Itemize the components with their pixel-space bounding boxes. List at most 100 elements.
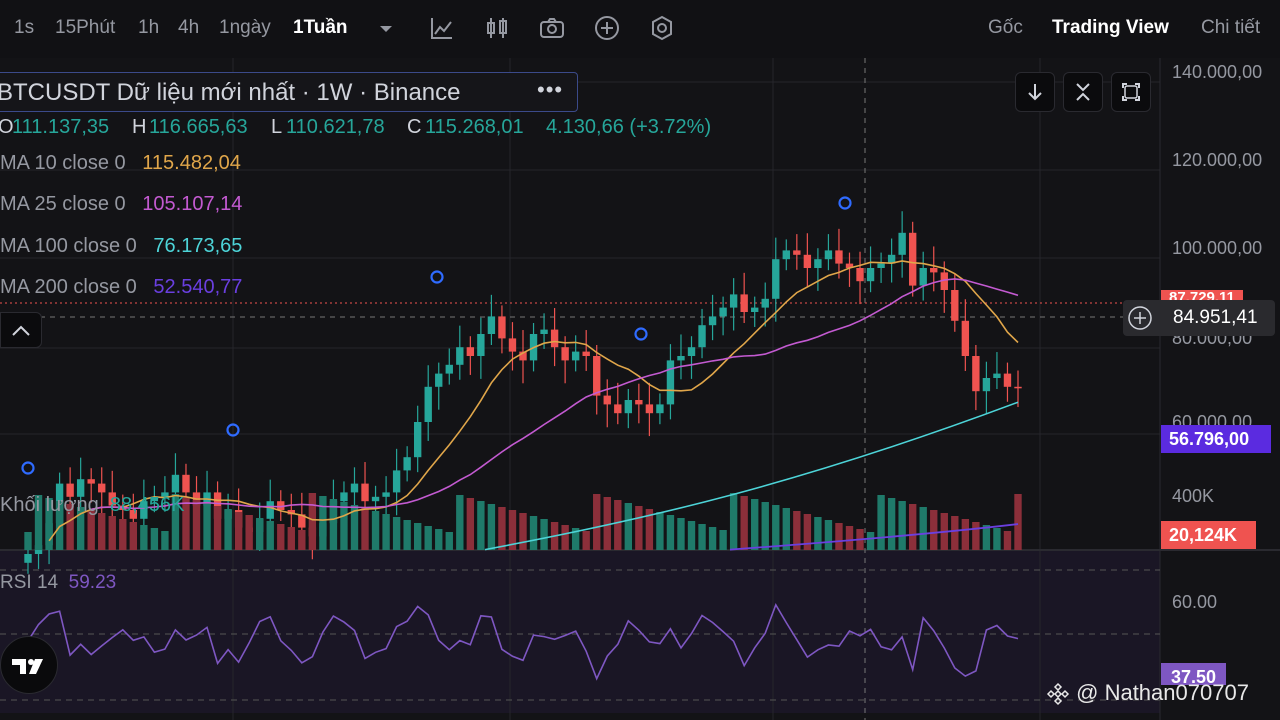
volume-bar xyxy=(561,525,569,550)
candle-body xyxy=(877,263,885,268)
ma200-line xyxy=(729,523,1019,551)
ma200-price-tag: 56.796,00 xyxy=(1161,425,1271,453)
ma200-legend[interactable]: MA 200 close 0 52.540,77 xyxy=(0,276,243,298)
add-alert-icon[interactable] xyxy=(1127,305,1153,331)
candle-body xyxy=(150,496,159,502)
volume-bar xyxy=(761,502,769,550)
timeframe-4h[interactable]: 4h xyxy=(178,17,200,38)
rsi-legend[interactable]: RSI 14 59.23 xyxy=(0,572,117,593)
candle-body xyxy=(1014,386,1022,389)
candle-body xyxy=(982,378,991,392)
candle-body xyxy=(350,483,359,493)
volume-bar xyxy=(1014,494,1022,550)
ma100-legend[interactable]: MA 100 close 0 76.173,65 xyxy=(0,235,243,257)
candle-body xyxy=(698,325,706,348)
volume-legend[interactable]: Khối lượng 88,456K xyxy=(0,494,185,516)
candle-body xyxy=(866,268,875,282)
ma25-legend[interactable]: MA 25 close 0 105.107,14 xyxy=(0,193,243,215)
candle-body xyxy=(940,272,948,290)
collapse-legend-button[interactable] xyxy=(0,312,42,348)
candle-body xyxy=(445,364,453,374)
volume-bar xyxy=(382,514,390,550)
candle-body xyxy=(835,250,843,264)
candle-body xyxy=(803,254,812,268)
scroll-to-latest-button[interactable] xyxy=(1015,72,1055,112)
volume-bar xyxy=(45,498,53,550)
volume-bar xyxy=(930,510,938,550)
ohlc-open-label: O xyxy=(0,116,14,138)
volume-value: 88,456K xyxy=(109,494,185,516)
ma200-value: 52.540,77 xyxy=(153,276,243,298)
volume-bar xyxy=(213,506,222,550)
indicator-icon[interactable] xyxy=(428,14,456,42)
candle-body xyxy=(729,294,738,308)
candle-body xyxy=(856,268,864,282)
volume-bar xyxy=(993,528,1001,550)
volume-bar xyxy=(55,501,64,550)
candle-body xyxy=(614,404,622,414)
volume-bar xyxy=(319,496,327,550)
ma10-legend[interactable]: MA 10 close 0 115.482,04 xyxy=(0,152,241,174)
candle-body xyxy=(645,404,654,414)
chevron-down-icon[interactable] xyxy=(372,14,400,42)
volume-bar xyxy=(845,526,854,550)
price-axis-label: 100.000,00 xyxy=(1172,238,1263,258)
candle-body xyxy=(24,554,32,563)
volume-bar xyxy=(403,520,411,550)
ma10-line xyxy=(48,260,1019,542)
gear-icon[interactable] xyxy=(648,14,676,42)
candle-body xyxy=(845,263,854,268)
candle-body xyxy=(919,268,927,286)
price-chart[interactable] xyxy=(0,58,1280,720)
volume-bar xyxy=(877,495,885,550)
signal-marker xyxy=(226,423,240,437)
chart-canvas[interactable] xyxy=(0,58,1280,720)
signal-marker xyxy=(21,461,35,475)
volume-bar xyxy=(887,498,896,550)
volume-bar xyxy=(308,493,317,550)
fullscreen-icon xyxy=(1122,83,1140,101)
volume-bar xyxy=(666,515,675,550)
timeframe-1h[interactable]: 1h xyxy=(138,17,160,38)
crosshair-price-tag[interactable]: 84.951,41 xyxy=(1123,300,1275,336)
candle-body xyxy=(287,510,295,515)
camera-icon[interactable] xyxy=(538,14,566,42)
volume-bar xyxy=(477,501,485,550)
volume-bar xyxy=(687,521,696,550)
volume-bar xyxy=(803,514,812,550)
volume-bar xyxy=(192,500,201,550)
volume-bar xyxy=(203,503,211,550)
tab-trading-view[interactable]: Trading View xyxy=(1052,17,1169,38)
ohlc-high: 116.665,63 xyxy=(149,116,248,138)
candle-body xyxy=(477,334,485,356)
candle-body xyxy=(603,395,611,405)
candle-body xyxy=(666,360,675,405)
volume-bar xyxy=(835,523,843,550)
candle-body xyxy=(719,307,727,317)
volume-bar xyxy=(982,525,991,550)
timeframe-1w[interactable]: 1Tuần xyxy=(293,17,348,38)
volume-bar xyxy=(529,516,538,550)
volume-bar xyxy=(245,515,253,550)
ma100-line xyxy=(484,401,1019,551)
add-icon[interactable] xyxy=(593,14,621,42)
tab-original[interactable]: Gốc xyxy=(988,17,1023,38)
timeframe-1s[interactable]: 1s xyxy=(14,17,35,38)
fullscreen-button[interactable] xyxy=(1111,72,1151,112)
rsi-line xyxy=(27,602,1019,681)
tradingview-logo[interactable] xyxy=(0,636,58,694)
candle-body xyxy=(624,400,633,414)
more-icon[interactable]: ••• xyxy=(537,77,564,102)
candle-body xyxy=(382,492,390,497)
rsi-axis-label: 60.00 xyxy=(1172,592,1218,612)
candle-body xyxy=(466,347,475,356)
timeframe-15m[interactable]: 15Phút xyxy=(55,17,116,38)
tab-details[interactable]: Chi tiết xyxy=(1201,17,1261,38)
fit-button[interactable] xyxy=(1063,72,1103,112)
timeframe-1d[interactable]: 1ngày xyxy=(219,17,271,38)
volume-bar xyxy=(719,530,727,550)
candle-body xyxy=(708,316,717,326)
candle-body xyxy=(498,316,506,339)
symbol-legend[interactable]: BTCUSDT Dữ liệu mới nhất · 1W · Binance … xyxy=(0,72,578,112)
candle-settings-icon[interactable] xyxy=(483,14,511,42)
